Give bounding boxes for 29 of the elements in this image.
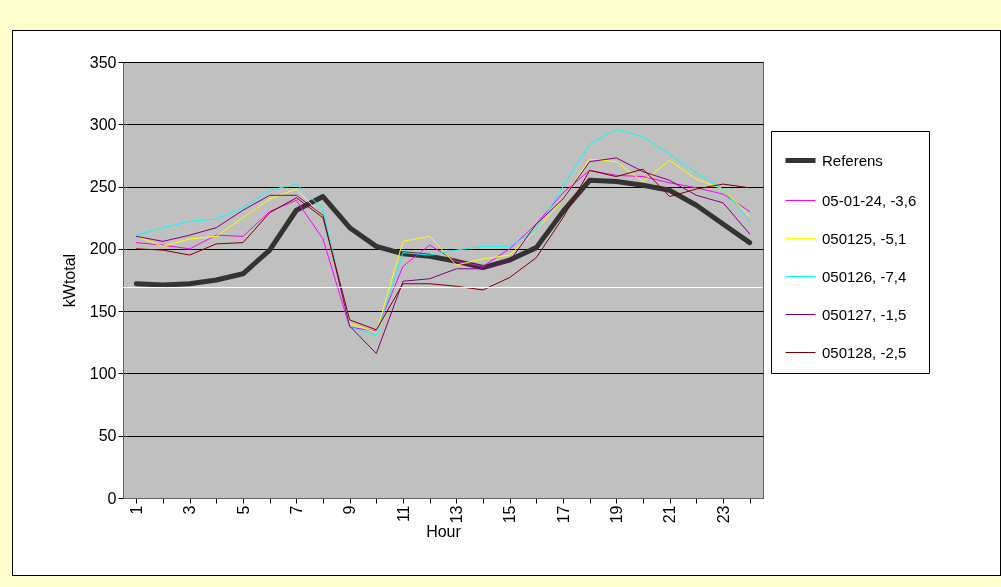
legend-label: 050125, -5,1 <box>822 229 907 247</box>
y-tick-label: 250 <box>89 178 117 196</box>
y-tick-label: 300 <box>89 115 117 133</box>
y-tick-label: 100 <box>89 364 117 382</box>
x-tick-label: 7 <box>287 505 305 515</box>
x-tick-label: 17 <box>554 505 572 524</box>
x-tick-label: 11 <box>394 505 412 523</box>
legend-label: 050128, -2,5 <box>822 343 907 361</box>
x-tick-label: 23 <box>714 505 732 524</box>
x-tick-label: 9 <box>341 505 359 515</box>
x-axis-title: Hour <box>426 523 462 541</box>
legend-label: 050127, -1,5 <box>822 305 907 323</box>
legend-label: 05-01-24, -3,6 <box>822 191 917 209</box>
x-tick-label: 15 <box>501 505 519 524</box>
x-tick-label: 21 <box>661 505 679 524</box>
x-tick-label: 1 <box>127 505 145 515</box>
y-tick-label: 200 <box>89 240 117 258</box>
y-tick-label: 150 <box>89 302 117 320</box>
line-series <box>135 128 751 336</box>
y-tick-label: 0 <box>107 489 117 507</box>
y-tick-label: 350 <box>89 53 117 71</box>
x-tick-label: 5 <box>234 505 252 515</box>
x-tick-label: 3 <box>181 505 199 515</box>
x-tick-label: 13 <box>447 505 465 524</box>
y-tick-label: 50 <box>98 427 117 445</box>
y-axis-title: kWtotal <box>60 253 78 308</box>
legend-label: 050126, -7,4 <box>822 267 907 285</box>
x-tick-label: 19 <box>607 505 625 524</box>
legend-label: Referens <box>822 151 883 169</box>
